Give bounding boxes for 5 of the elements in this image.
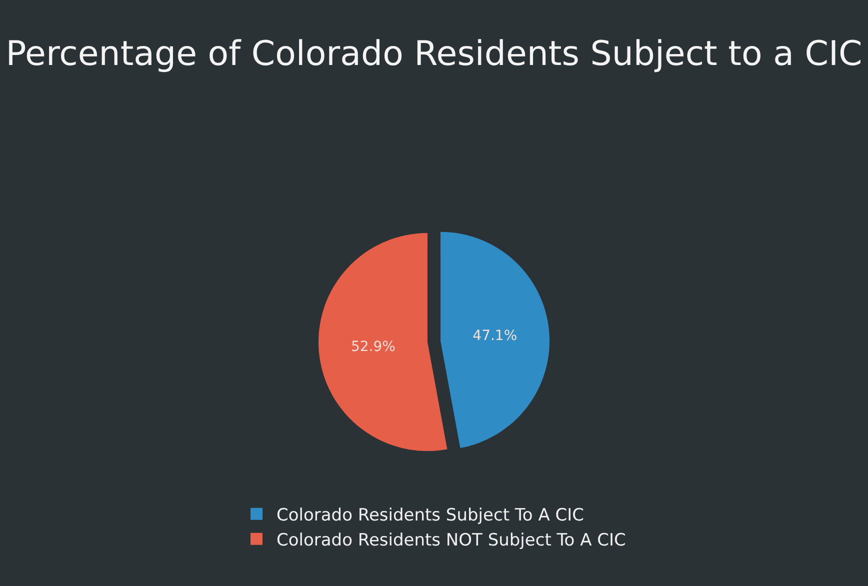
data-label: 52.9% [350, 339, 396, 356]
legend-label: Colorado Residents Subject To A CIC [276, 505, 584, 526]
chart-title: Percentage of Colorado Residents Subject to a CIC [6, 34, 862, 74]
legend-label: Colorado Residents NOT Subject To A CIC [276, 530, 626, 551]
data-label: 47.1% [472, 328, 518, 344]
